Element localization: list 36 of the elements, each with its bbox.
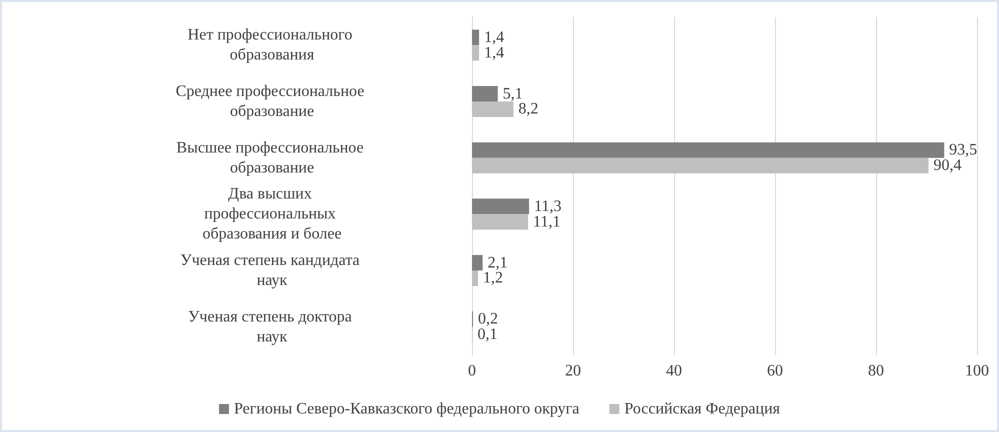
- bar: [472, 102, 514, 117]
- y-tick-label: Ученая степень кандидата наук: [180, 252, 364, 289]
- data-label: 5,1: [502, 85, 523, 102]
- bar: [472, 86, 498, 102]
- data-label: 2,1: [488, 254, 508, 272]
- y-tick-label: Ученая степень доктора наук: [188, 308, 356, 346]
- y-tick-label: Высшее профессиональное образование: [176, 139, 368, 176]
- data-label: 93,5: [949, 142, 978, 159]
- data-label: 1,4: [484, 28, 504, 46]
- y-tick-label: Среднее профессиональное образование: [176, 83, 368, 120]
- data-label: 90,4: [934, 157, 962, 174]
- legend-label: Регионы Северо-Кавказского федерального округа: [234, 400, 580, 418]
- x-tick-label: 60: [767, 362, 783, 380]
- data-label: 1,2: [483, 270, 504, 287]
- bar: [472, 270, 478, 286]
- y-tick-label: Два высших профессиональных образования и более: [202, 186, 342, 243]
- bar: [472, 214, 528, 230]
- bar: [472, 30, 480, 46]
- x-tick-label: 20: [565, 362, 581, 380]
- data-label: 11,3: [534, 198, 562, 215]
- data-label: 0,2: [478, 310, 498, 328]
- data-label: 11,1: [533, 213, 560, 230]
- legend-label: Российская Федерация: [624, 400, 781, 418]
- data-label: 8,2: [518, 100, 538, 118]
- bar: [472, 255, 483, 270]
- x-tick-label: 0: [468, 362, 476, 380]
- x-tick-label: 80: [868, 362, 884, 380]
- y-tick-label: Нет профессионального образования: [188, 26, 356, 64]
- x-tick-label: 40: [666, 362, 682, 380]
- data-label: 1,4: [484, 44, 504, 62]
- x-tick-label: 100: [965, 362, 989, 380]
- bar: [472, 45, 480, 61]
- bar: [472, 142, 944, 158]
- data-label: 0,1: [478, 326, 498, 344]
- bar: [472, 158, 929, 174]
- bar: [472, 198, 530, 214]
